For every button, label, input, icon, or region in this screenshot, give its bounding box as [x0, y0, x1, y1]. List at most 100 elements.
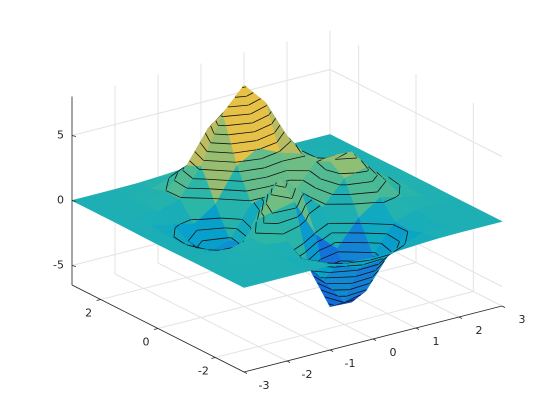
contour-line [205, 178, 229, 181]
contour-line [404, 231, 409, 244]
contour-line [246, 185, 270, 192]
z-tick-label: -5 [53, 259, 64, 272]
contour-line [194, 151, 204, 161]
x-tick-label: 3 [519, 313, 526, 326]
contour-line [314, 223, 329, 234]
contour-line [307, 250, 320, 262]
contour-line [250, 105, 267, 115]
contour-line [209, 188, 224, 191]
contour-line [210, 125, 215, 135]
contour-line [265, 203, 273, 213]
contour-line [199, 142, 208, 152]
contour-line [368, 166, 378, 176]
x-tick-label: -3 [259, 379, 270, 392]
contour-line [297, 213, 302, 218]
contour-line [285, 182, 288, 188]
contour-line [386, 233, 400, 242]
contour-line [186, 187, 210, 190]
contour-line [392, 224, 408, 232]
contour-line [255, 232, 284, 235]
contour-line [182, 170, 194, 180]
contour-line [299, 219, 307, 227]
contour-line [276, 131, 285, 143]
contour-line [174, 180, 188, 189]
contour-line [372, 174, 378, 182]
contour-line [223, 113, 251, 117]
contour-line [377, 180, 387, 193]
y-tick [96, 299, 101, 301]
contour-line [254, 123, 272, 133]
contour-line [328, 303, 334, 306]
x-tick [372, 338, 377, 341]
x-tick [458, 316, 463, 319]
y-tick-label: 0 [143, 336, 150, 349]
contour-line [340, 172, 356, 175]
contour-line [233, 149, 257, 154]
contour-line [320, 178, 340, 186]
contour-line [301, 150, 318, 159]
contour-line [301, 204, 306, 214]
contour-line [313, 275, 327, 285]
contour-line [308, 205, 321, 215]
contour-line [235, 95, 247, 98]
contour-line [352, 276, 373, 284]
contour-line [282, 155, 306, 162]
contour-line [305, 241, 318, 253]
z-tick [71, 200, 77, 202]
contour-line [318, 244, 332, 252]
contour-line [331, 242, 336, 246]
contour-line [371, 270, 379, 278]
contour-line [374, 260, 385, 271]
y-tick-label: -2 [198, 365, 209, 378]
contour-line [198, 217, 221, 220]
contour-line [324, 276, 355, 279]
contour-line [303, 233, 316, 244]
contour-line [173, 172, 179, 181]
contour-line [246, 92, 254, 97]
z-tick-label: 5 [57, 129, 64, 142]
contour-line [202, 169, 234, 172]
contour-line [227, 104, 249, 108]
contour-line [214, 133, 229, 136]
contour-line [354, 270, 376, 278]
contour-line [309, 170, 321, 180]
contour-line [326, 282, 353, 285]
contour-line [275, 185, 286, 188]
contour-line [295, 206, 298, 209]
y-tick-label: 2 [85, 307, 92, 320]
contour-line [329, 269, 358, 273]
contour-line [353, 202, 376, 205]
contour-line [362, 258, 383, 266]
contour-line [368, 254, 390, 261]
contour-line [299, 252, 306, 257]
contour-line [271, 118, 276, 125]
contour-line [236, 228, 248, 238]
contour-line [305, 213, 310, 221]
contour-line [325, 169, 341, 175]
contour-line [189, 160, 196, 167]
contour-line [360, 222, 393, 225]
contour-line [215, 120, 219, 126]
surface-cell [336, 257, 374, 268]
contour-line [195, 165, 200, 170]
contour-line [165, 178, 170, 191]
contour-line [180, 197, 214, 199]
contour-line [316, 239, 323, 243]
y-tick [153, 328, 159, 330]
contour-line [252, 114, 270, 124]
contour-line [380, 242, 392, 252]
contour-line [361, 160, 369, 170]
contour-line [230, 140, 257, 145]
contour-line [334, 265, 347, 268]
x-tick [286, 360, 291, 363]
contour-line [228, 180, 243, 182]
contour-line [218, 198, 250, 202]
x-tick-label: -2 [302, 368, 313, 381]
contour-line [357, 263, 379, 271]
contour-line [364, 232, 388, 235]
contour-line [165, 190, 181, 198]
grid-line [215, 291, 474, 358]
contour-line [314, 270, 330, 273]
x-tick-label: -1 [345, 357, 356, 370]
contour-line [268, 111, 272, 116]
